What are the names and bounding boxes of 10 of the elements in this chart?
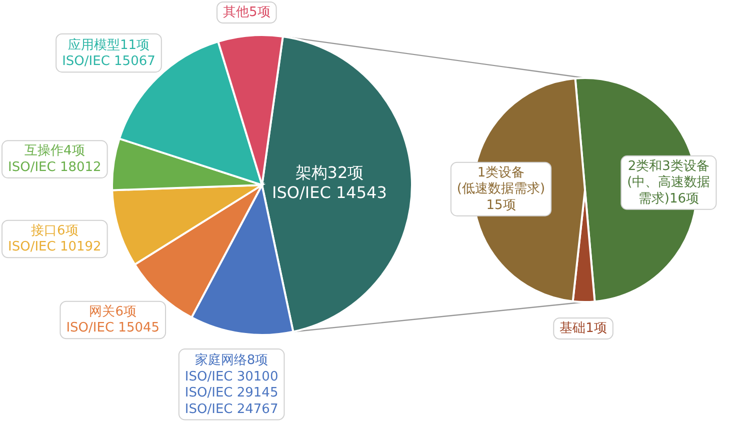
slice-label: 家庭网络8项 ISO/IEC 30100 ISO/IEC 29145 ISO/IEC 24767 — [184, 352, 278, 417]
slice-label: 接口6项 ISO/IEC 10192 — [8, 223, 102, 255]
slice-label: 2类和3类设备 (中、高速数据需求)16项 — [627, 158, 710, 206]
slice-label: 应用模型11项 ISO/IEC 15067 — [62, 36, 156, 70]
slice-label: 基础1项 — [560, 320, 607, 336]
slice-label: 架构32项 ISO/IEC 14543 — [272, 163, 387, 202]
slice-label: 其他5项 — [223, 5, 270, 20]
slice-label: 1类设备 (低速数据需求) 15项 — [456, 165, 546, 213]
slice-label: 互操作4项 ISO/IEC 18012 — [8, 144, 102, 175]
slice-label: 网关6项 ISO/IEC 15045 — [66, 304, 160, 336]
